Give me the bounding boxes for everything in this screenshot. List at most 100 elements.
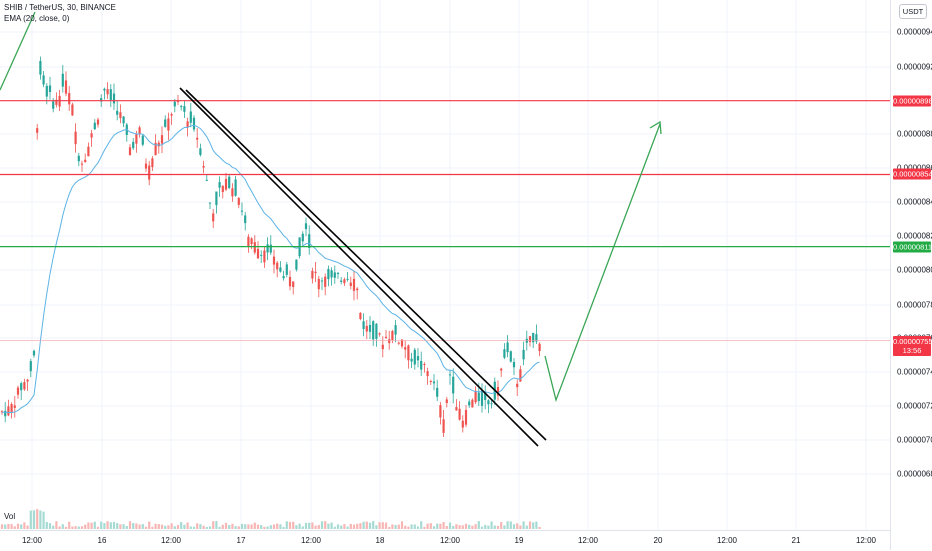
volume-bar — [240, 523, 244, 529]
volume-bar — [365, 521, 368, 529]
level-price-badge: 0.00000898 — [893, 95, 932, 107]
volume-bar — [272, 524, 276, 529]
candle-body — [180, 106, 183, 108]
volume-bar — [132, 523, 135, 529]
candle-body — [452, 376, 455, 394]
volume-bar — [68, 521, 71, 529]
volume-bar — [13, 526, 16, 529]
volume-bar — [192, 526, 196, 529]
volume-bar — [64, 526, 68, 529]
candle-body — [474, 390, 477, 403]
volume-bar — [250, 524, 253, 529]
candle-body — [0, 411, 4, 413]
last-price-badge: 0.00000755 13:56 — [893, 335, 932, 356]
volume-bar — [532, 522, 535, 529]
candle-body — [55, 99, 58, 105]
candle-body — [68, 93, 71, 105]
volume-bar — [103, 523, 106, 529]
volume-bar — [343, 524, 346, 529]
trendline-2 — [185, 89, 547, 441]
candle-body — [314, 271, 317, 274]
candle-body — [458, 408, 461, 420]
volume-bar — [439, 523, 442, 529]
candle-body — [10, 404, 13, 413]
candle-body — [167, 118, 170, 131]
candle-body — [250, 238, 253, 244]
candle-body — [292, 281, 295, 288]
volume-bar — [292, 521, 295, 529]
volume-bar — [512, 524, 516, 529]
candle-body — [500, 368, 503, 371]
candle-body — [423, 364, 426, 366]
ema-line — [1, 124, 540, 414]
volume-bar — [356, 523, 359, 529]
candle-body — [64, 80, 68, 94]
candle-body — [279, 267, 282, 272]
volume-bar — [157, 524, 160, 529]
candle-body — [468, 401, 471, 406]
candle-body — [272, 256, 276, 265]
volume-bar — [77, 526, 80, 529]
price-tick: 0.00000680 — [897, 469, 932, 479]
candle-body — [218, 182, 221, 188]
candle-body — [317, 278, 320, 290]
chart-pane[interactable]: SHIB / TetherUS, 30, BINANCE EMA (20, cl… — [0, 0, 890, 530]
candle-body — [365, 325, 368, 332]
candle-body — [413, 349, 416, 365]
candle-body — [455, 407, 458, 411]
candle-body — [100, 98, 103, 102]
symbol-legend[interactable]: SHIB / TetherUS, 30, BINANCE — [4, 3, 116, 12]
candle-body — [362, 321, 365, 330]
volume-bar — [112, 522, 116, 529]
volume-bar — [477, 521, 480, 529]
volume-bar — [410, 524, 413, 529]
time-tick: 18 — [375, 536, 385, 545]
volume-bar — [4, 524, 7, 529]
volume-bar — [199, 524, 202, 529]
volume-bar — [215, 521, 218, 529]
price-axis[interactable]: USDT 0.00000940 0.00000920 0.00000880 0.000… — [890, 0, 932, 550]
volume-bar — [509, 521, 512, 529]
candle-body — [148, 165, 151, 180]
candle-body — [532, 332, 535, 343]
volume-bar — [384, 522, 388, 529]
price-tick: 0.00000920 — [897, 62, 932, 72]
candle-body — [196, 137, 199, 140]
candle-body — [320, 280, 324, 282]
candle-body — [410, 358, 413, 362]
candle-body — [288, 276, 292, 287]
volume-bar — [311, 522, 314, 529]
candle-body — [80, 163, 84, 165]
volume-bar — [256, 524, 260, 529]
currency-button[interactable]: USDT — [899, 4, 927, 19]
candle-body — [484, 392, 487, 400]
volume-bar — [58, 526, 61, 529]
price-tick: 0.00000720 — [897, 401, 932, 411]
candle-body — [244, 215, 247, 224]
time-axis[interactable]: 12:00 16 12:00 17 12:00 18 12:00 19 12:00 20 12:00… — [0, 530, 890, 551]
time-tick: 12:00 — [577, 536, 599, 545]
volume-bar — [522, 521, 525, 529]
time-tick: 12:00 — [160, 536, 182, 545]
volume-bar — [125, 525, 128, 529]
candle-body — [522, 349, 525, 360]
volume-bar — [167, 525, 170, 529]
candle-countdown: 13:56 — [902, 345, 922, 355]
volume-bar — [279, 524, 282, 529]
time-tick: 12:00 — [439, 536, 461, 545]
ema-legend[interactable]: EMA (20, close, 0) — [4, 14, 70, 23]
candle-body — [256, 248, 260, 259]
candle-body — [29, 361, 32, 372]
candle-body — [253, 242, 256, 253]
candle-body — [154, 142, 157, 156]
volume-bar — [301, 526, 304, 529]
candle-body — [391, 331, 394, 341]
candle-body — [48, 85, 52, 92]
volume-bar — [205, 526, 208, 529]
volume-bar — [20, 524, 23, 529]
volume-bar — [442, 522, 445, 529]
volume-bar — [212, 521, 215, 529]
candle-body — [308, 234, 311, 248]
candle-body — [228, 176, 231, 189]
price-chart[interactable] — [0, 0, 890, 530]
